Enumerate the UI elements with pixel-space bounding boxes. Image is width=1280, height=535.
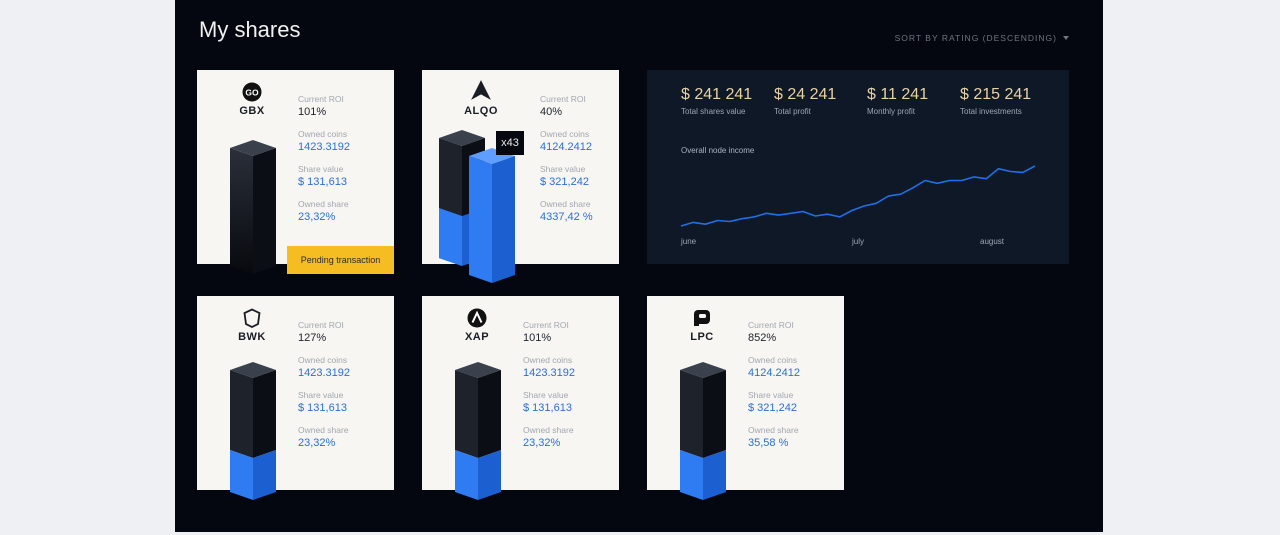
- roi-label: Current ROI: [298, 94, 344, 104]
- xap-logo-icon: [467, 308, 487, 328]
- total-investments-value: $ 215 241: [960, 86, 1032, 103]
- roi-value: 40%: [540, 106, 563, 118]
- share-value: $ 131,613: [523, 402, 572, 414]
- coins-value: 1423.3192: [298, 141, 350, 153]
- coins-label: Owned coins: [540, 129, 590, 139]
- share-card-gbx[interactable]: GO GBX Current ROI 101% Owned coins 1423.3…: [197, 70, 394, 274]
- total-shares-value: $ 241 241: [681, 86, 753, 103]
- gbx-logo-icon: GO: [242, 82, 262, 102]
- share-value: $ 321,242: [748, 402, 797, 414]
- roi-label: Current ROI: [523, 320, 569, 330]
- share-value: $ 321,242: [540, 176, 589, 188]
- value-label: Share value: [523, 390, 569, 400]
- value-label: Share value: [298, 164, 344, 174]
- owned-share-value: 35,58 %: [748, 437, 789, 449]
- bwk-logo-icon: [243, 308, 261, 328]
- month-label-june: june: [681, 237, 697, 246]
- total-profit-value: $ 24 241: [774, 86, 837, 103]
- coins-value: 1423.3192: [523, 367, 575, 379]
- sort-label: SORT BY RATING (DESCENDING): [894, 33, 1057, 43]
- coin-name: XAP: [464, 331, 490, 343]
- coin-name: LPC: [690, 331, 714, 343]
- coins-label: Owned coins: [298, 355, 348, 365]
- share-value: $ 131,613: [298, 402, 347, 414]
- page-title: My shares: [199, 17, 301, 42]
- coin-name: BWK: [238, 331, 266, 343]
- coins-label: Owned coins: [523, 355, 573, 365]
- roi-value: 127%: [298, 332, 327, 344]
- pending-transaction-badge[interactable]: Pending transaction: [287, 246, 394, 274]
- share-label: Owned share: [523, 425, 574, 435]
- share-value: $ 131,613: [298, 176, 347, 188]
- value-label: Share value: [748, 390, 794, 400]
- roi-label: Current ROI: [540, 94, 586, 104]
- share-card-alqo[interactable]: ALQO Current ROI 40% Owned coins 4124.2412…: [422, 70, 619, 283]
- month-label-august: august: [980, 237, 1005, 246]
- value-label: Share value: [298, 390, 344, 400]
- chevron-down-icon: [1063, 36, 1069, 40]
- income-line-chart: [680, 165, 1036, 227]
- roi-label: Current ROI: [298, 320, 344, 330]
- income-series-line: [680, 165, 1036, 227]
- value-label: Share value: [540, 164, 586, 174]
- coins-value: 1423.3192: [298, 367, 350, 379]
- roi-value: 101%: [298, 106, 327, 118]
- metric-label: Monthly profit: [867, 107, 916, 116]
- share-label: Owned share: [298, 425, 349, 435]
- coins-label: Owned coins: [748, 355, 798, 365]
- month-label-july: july: [852, 237, 865, 246]
- lpc-logo-icon: [694, 310, 710, 326]
- share-card-xap[interactable]: XAP Current ROI 101% Owned coins 1423.3192…: [422, 296, 619, 500]
- share-bar: [230, 140, 276, 274]
- roi-label: Current ROI: [748, 320, 794, 330]
- shares-panel: My shares SORT BY RATING (DESCENDING) GO…: [175, 0, 1103, 532]
- svg-text:GO: GO: [245, 87, 259, 97]
- owned-share-value: 23,32%: [523, 437, 561, 449]
- multiplier-badge: x43: [496, 131, 524, 155]
- metric-label: Total shares value: [681, 107, 746, 116]
- portfolio-summary: $ 241 241 Total shares value $ 24 241 Tota…: [647, 70, 1069, 264]
- share-bar: [455, 362, 501, 500]
- monthly-profit-value: $ 11 241: [867, 86, 929, 103]
- owned-share-value: 23,32%: [298, 437, 336, 449]
- share-bar: [680, 362, 726, 500]
- roi-value: 101%: [523, 332, 552, 344]
- share-bar: [230, 362, 276, 500]
- share-label: Owned share: [298, 199, 349, 209]
- coin-name: ALQO: [464, 105, 498, 117]
- income-chart-title: Overall node income: [681, 146, 755, 155]
- owned-share-value: 4337,42 %: [540, 211, 593, 223]
- share-label: Owned share: [748, 425, 799, 435]
- share-card-bwk[interactable]: BWK Current ROI 127% Owned coins 1423.3192…: [197, 296, 394, 500]
- share-label: Owned share: [540, 199, 591, 209]
- owned-share-value: 23,32%: [298, 211, 336, 223]
- coins-value: 4124.2412: [748, 367, 800, 379]
- sort-dropdown[interactable]: SORT BY RATING (DESCENDING): [895, 33, 1069, 43]
- roi-value: 852%: [748, 332, 777, 344]
- coins-label: Owned coins: [298, 129, 348, 139]
- metric-label: Total investments: [960, 107, 1022, 116]
- share-card-lpc[interactable]: LPC Current ROI 852% Owned coins 4124.2412…: [647, 296, 844, 500]
- coins-value: 4124.2412: [540, 141, 592, 153]
- alqo-logo-icon: [471, 80, 491, 100]
- metric-label: Total profit: [774, 107, 811, 116]
- coin-name: GBX: [239, 105, 265, 117]
